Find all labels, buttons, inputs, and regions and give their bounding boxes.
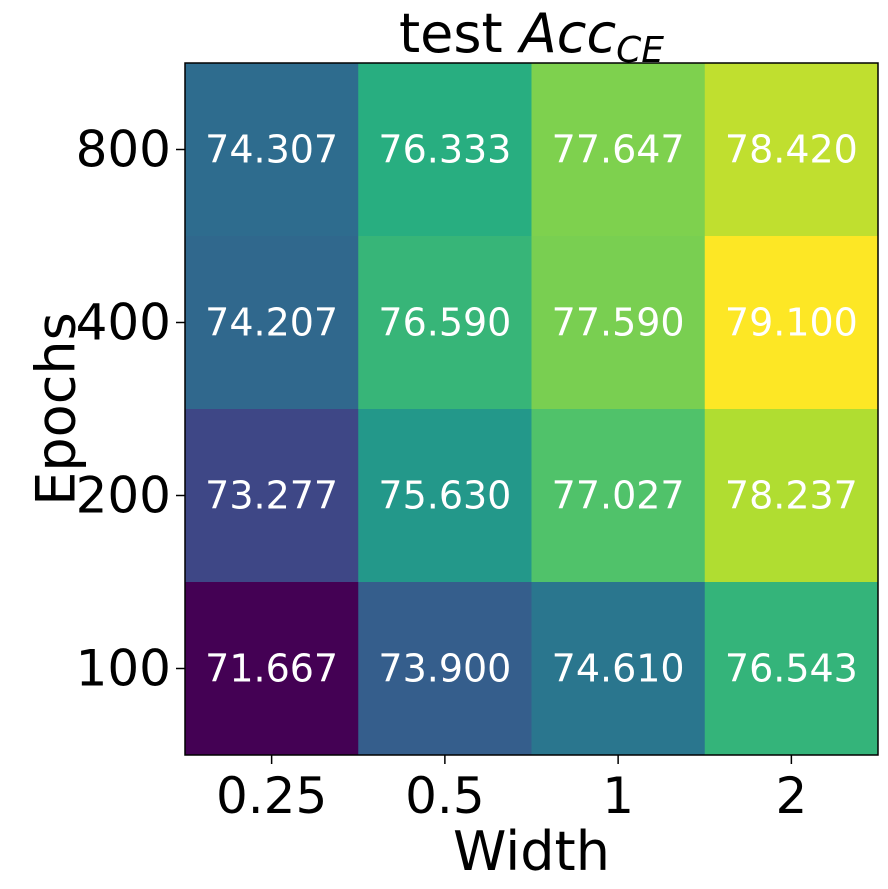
cell-value-label: 77.590 [552,301,685,345]
y-axis-label: Epochs [25,312,88,505]
heatmap-cell-200-1 [531,409,706,583]
x-tick-label: 2 [775,767,807,825]
heatmap-cell-400-1 [531,236,706,410]
x-tick-label: 1 [602,767,634,825]
heatmap-cell-100-0.25 [185,582,359,756]
y-tick-label: 200 [76,467,171,525]
heatmap-cell-200-0.5 [358,409,532,583]
chart-title-subscript: CE [616,30,664,71]
cell-value-label: 75.630 [378,474,511,518]
cell-value-label: 71.667 [205,647,338,691]
y-tick-label: 800 [76,121,171,179]
cell-value-label: 77.647 [552,128,685,172]
heatmap-cell-400-0.5 [358,236,532,410]
plot-frame [184,62,879,756]
heatmap-cell-100-2 [704,582,879,756]
cell-value-label: 76.590 [378,301,511,345]
heatmap-cell-800-1 [531,63,706,237]
chart-title-main: Acc [517,2,616,65]
cell-value-label: 76.543 [725,647,858,691]
cell-value-label: 78.420 [725,128,858,172]
y-tick-label: 100 [76,640,171,698]
cell-value-label: 77.027 [552,474,685,518]
heatmap-cell-100-1 [531,582,706,756]
x-ticks: 0.25 0.5 1 2 [216,755,807,825]
cell-value-label: 73.900 [378,647,511,691]
cell-value-label: 74.307 [205,128,338,172]
heatmap-cell-400-2 [704,236,879,410]
cell-value-label: 78.237 [725,474,858,518]
heatmap-cell-100-0.5 [358,582,532,756]
cell-value-label: 79.100 [725,301,858,345]
cell-value-label: 73.277 [205,474,338,518]
cells-layer [185,63,879,756]
heatmap-cell-200-2 [704,409,879,583]
y-tick-label: 400 [76,294,171,352]
x-tick-label: 0.5 [405,767,485,825]
cell-value-label: 74.207 [205,301,338,345]
cell-labels-layer: 74.307 76.333 77.647 78.420 74.207 76.590 77.5… [205,128,858,691]
x-tick-label: 0.25 [216,767,327,825]
heatmap-cell-400-0.25 [185,236,359,410]
heatmap-cell-800-0.5 [358,63,532,237]
heatmap-cell-800-0.25 [185,63,359,237]
chart-title-prefix: test [399,2,520,65]
cell-value-label: 74.610 [552,647,685,691]
heatmap-cell-800-2 [704,63,879,237]
heatmap-cell-200-0.25 [185,409,359,583]
chart-title: test AccCE [399,2,664,71]
x-axis-label: Width [453,820,610,883]
cell-value-label: 76.333 [378,128,511,172]
y-ticks: 800 400 200 100 [76,121,185,698]
